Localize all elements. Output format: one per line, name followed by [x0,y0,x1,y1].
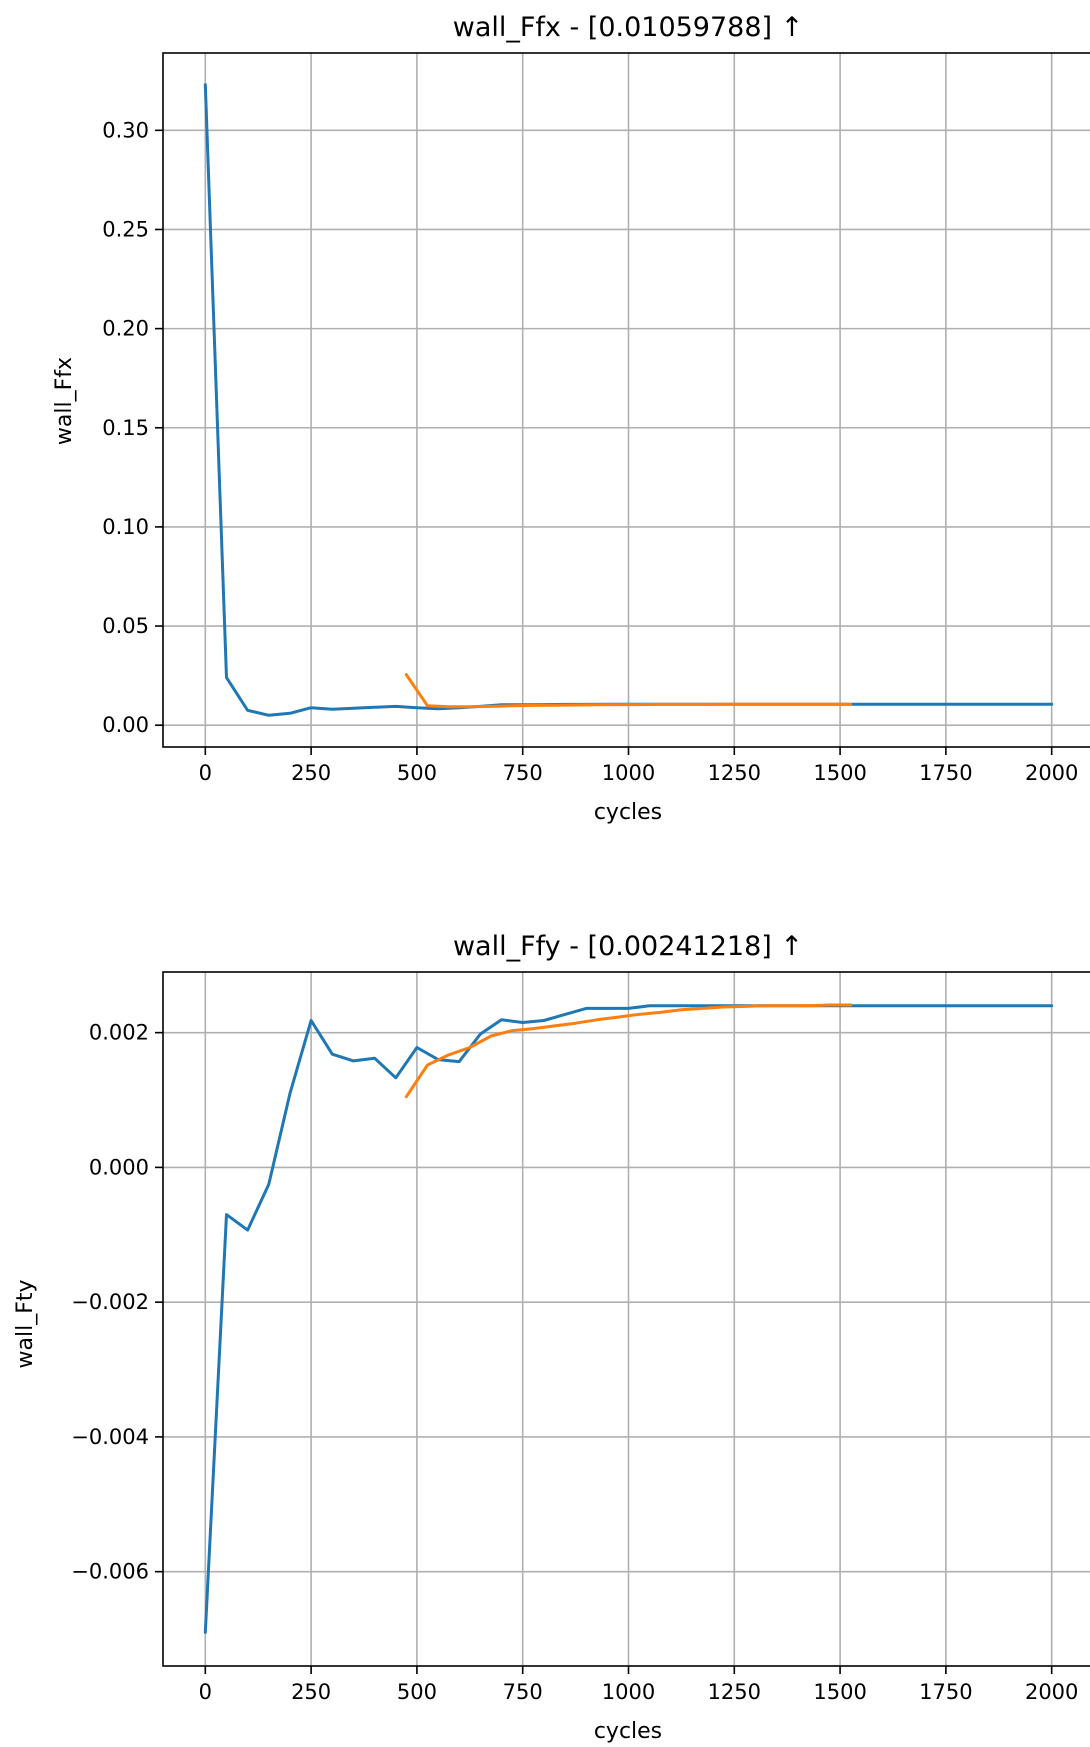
x-tick-label: 500 [397,1680,437,1704]
grid [163,972,1090,1666]
x-tick-label: 0 [199,1680,212,1704]
chart-title: wall_Ffx - [0.01059788] ↑ [453,12,804,43]
chart-title: wall_Ffy - [0.00241218] ↑ [453,931,803,962]
grid [163,53,1090,747]
x-tick-label: 2000 [1025,761,1078,785]
y-tick-label: 0.15 [102,416,149,440]
y-tick-label: −0.006 [71,1560,149,1584]
x-axis-label: cycles [594,800,662,825]
x-axis-label: cycles [594,1719,662,1744]
y-tick-label: 0.30 [102,118,149,142]
x-tick-label: 1500 [813,761,866,785]
x-tick-label: 750 [503,1680,543,1704]
series-orange-line [404,1003,853,1099]
axes: 0 250 500 750 1000 1250 1500 1750 2000 0.00 0.05 0.… [102,52,1090,785]
y-tick-label: −0.004 [71,1425,149,1449]
x-tick-label: 500 [397,761,437,785]
y-tick-label: 0.25 [102,217,149,241]
series-orange-line [404,673,853,709]
plot-area [203,1003,1054,1634]
x-tick-label: 250 [291,761,331,785]
y-tick-label: 0.20 [102,317,149,341]
plot-area [203,83,1054,717]
x-tick-label: 2000 [1025,1680,1078,1704]
x-tick-label: 1000 [602,761,655,785]
x-tick-label: 750 [503,761,543,785]
x-tick-label: 1000 [602,1680,655,1704]
x-tick-label: 1500 [813,1680,866,1704]
y-axis-label: wall_Ffx [52,357,77,445]
y-axis-label: wall_Fty [13,1280,38,1369]
y-tick-label: 0.10 [102,515,149,539]
y-tick-label: 0.05 [102,614,149,638]
y-tick-label: 0.000 [89,1155,149,1179]
plot-frame [162,971,1090,1667]
y-tick-label: 0.00 [102,713,149,737]
x-tick-label: 1750 [919,1680,972,1704]
x-tick-label: 1250 [708,1680,761,1704]
x-tick-label: 250 [291,1680,331,1704]
series-blue-line [203,1004,1054,1634]
x-tick-label: 1750 [919,761,972,785]
y-tick-label: −0.002 [71,1290,149,1314]
x-tick-label: 0 [199,761,212,785]
x-tick-label: 1250 [708,761,761,785]
axes: 0 250 500 750 1000 1250 1500 1750 2000 −0.006 −0.0… [71,971,1090,1704]
chart-wall-ffy: wall_Ffy - [0.00241218] ↑ cycles wall_Ft… [13,931,1090,1744]
y-tick-label: 0.002 [89,1021,149,1045]
plot-frame [162,52,1090,748]
chart-wall-ffx: wall_Ffx - [0.01059788] ↑ cycles wall_Ff… [52,12,1090,825]
